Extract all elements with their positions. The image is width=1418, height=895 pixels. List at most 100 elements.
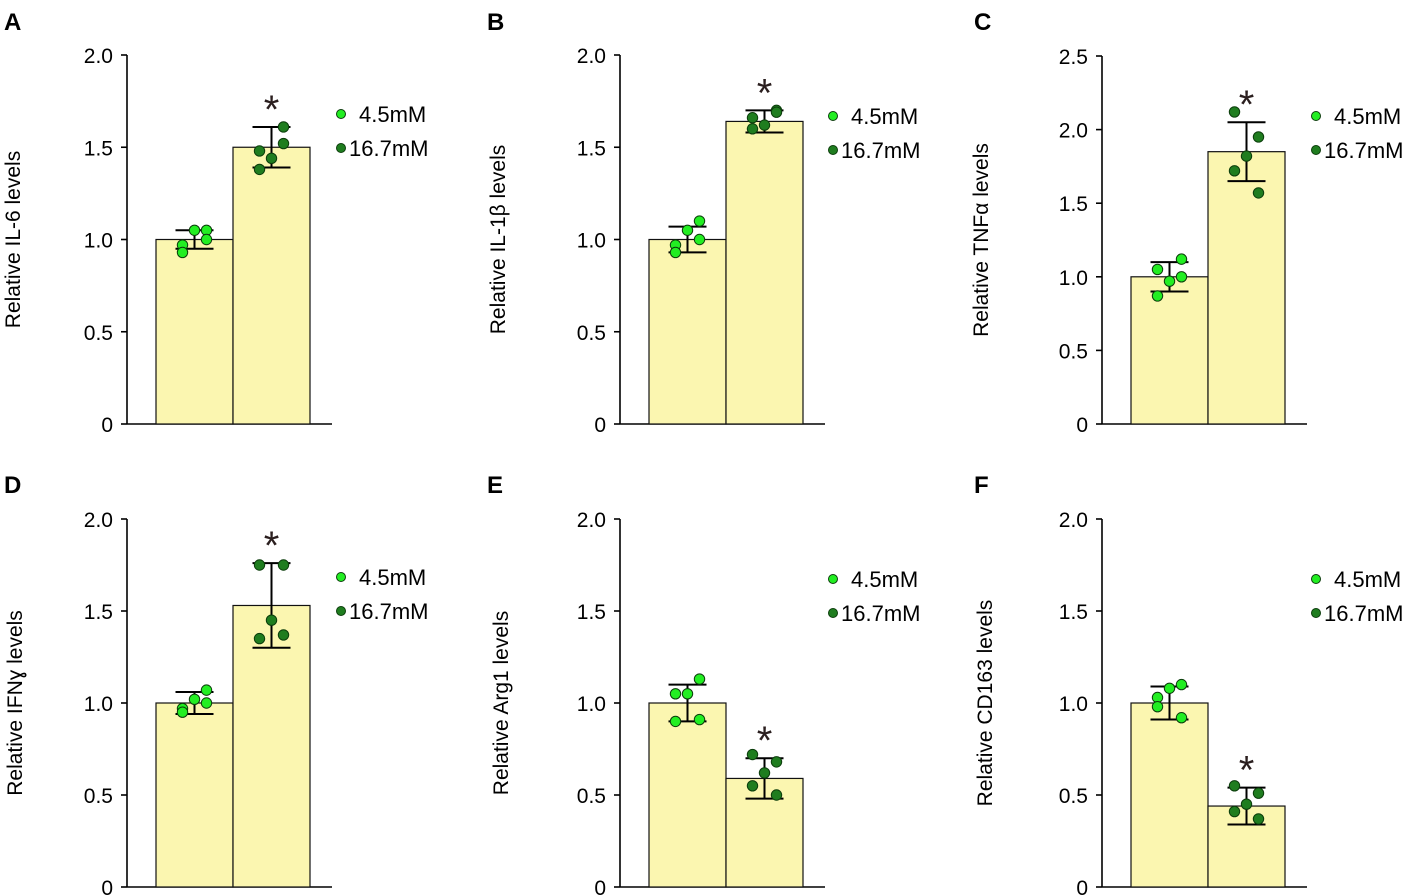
data-point <box>669 688 682 700</box>
y-tick-label: 0.5 <box>577 785 606 808</box>
data-point <box>277 559 290 571</box>
y-axis-label: Relative IL-1β levels <box>487 145 510 335</box>
legend-marker-low <box>1311 574 1321 584</box>
y-tick-label: 0 <box>594 877 606 895</box>
data-point <box>693 233 706 246</box>
y-tick-label: 2.0 <box>1059 120 1088 143</box>
y-axis-label: Relative IL-6 levels <box>2 151 25 328</box>
data-point <box>176 246 189 259</box>
panel-letter: B <box>487 9 504 36</box>
legend-label: 4.5mM <box>1334 104 1401 129</box>
data-point <box>1151 700 1164 713</box>
significance-star: * <box>1239 749 1255 793</box>
data-point <box>1252 131 1265 143</box>
data-point <box>188 693 201 706</box>
data-point <box>1175 678 1188 691</box>
data-point <box>758 119 771 131</box>
y-tick-label: 2.0 <box>577 45 606 68</box>
bar-high-glucose <box>725 120 804 425</box>
significance-star: * <box>1239 83 1255 127</box>
bar-high-glucose <box>1207 151 1286 425</box>
legend-label: 16.7mM <box>349 599 428 624</box>
data-point <box>1228 805 1241 818</box>
data-point <box>1240 798 1253 810</box>
y-tick-label: 2.5 <box>1059 46 1088 69</box>
y-tick-label: 2.0 <box>84 509 113 532</box>
significance-star: * <box>264 524 280 568</box>
panel-f: F 0 0.5 1.0 1.5 2.0 Relative CD163 levels * 4.5m… <box>974 472 1403 895</box>
bar-low-glucose <box>1130 702 1209 888</box>
data-point <box>770 106 783 118</box>
legend-marker-high <box>828 145 838 155</box>
panel-e: E 0 0.5 1.0 1.5 2.0 Relative Arg1 levels * 4.5mM… <box>487 472 920 895</box>
data-point <box>770 789 783 801</box>
legend-marker-low <box>1311 111 1321 121</box>
y-axis-label: Relative CD163 levels <box>974 600 997 807</box>
data-point <box>1175 712 1188 724</box>
panel-letter: F <box>974 472 989 499</box>
data-point <box>277 121 290 133</box>
data-point <box>1228 106 1241 118</box>
data-point <box>669 715 682 728</box>
panel-c: C 0 0.5 1.0 1.5 2.0 2.5 Relative TNFα levels * 4.… <box>970 9 1403 437</box>
legend-marker-low <box>336 109 346 119</box>
y-tick-label: 1.5 <box>577 601 606 624</box>
legend-marker-high <box>336 606 346 616</box>
data-point <box>770 756 783 768</box>
data-point <box>746 748 759 761</box>
y-tick-label: 0.5 <box>1059 785 1088 808</box>
data-point <box>200 684 213 696</box>
data-point <box>758 767 771 779</box>
data-point <box>265 152 278 165</box>
data-point <box>176 706 189 718</box>
legend-marker-low <box>828 111 838 121</box>
legend-label: 16.7mM <box>349 136 428 161</box>
data-point <box>1228 165 1241 177</box>
y-tick-label: 1.5 <box>1059 193 1088 216</box>
data-point <box>1175 253 1188 265</box>
data-point <box>1252 187 1265 199</box>
panel-a: A 0 0.5 1.0 1.5 2.0 Relative IL-6 levels * 4.5mM… <box>2 9 428 437</box>
y-tick-label: 0 <box>1076 877 1088 895</box>
legend-marker-high <box>1311 608 1321 618</box>
data-point <box>277 629 290 641</box>
data-point <box>681 224 694 236</box>
panel-letter: A <box>4 9 21 36</box>
data-point <box>1163 682 1176 694</box>
significance-star: * <box>264 88 280 132</box>
significance-star: * <box>757 719 773 763</box>
data-point <box>1151 263 1164 276</box>
data-point <box>253 559 266 571</box>
y-tick-label: 1.0 <box>1059 693 1088 716</box>
y-tick-label: 1.0 <box>1059 267 1088 290</box>
panel-letter: D <box>4 472 21 499</box>
legend-label: 16.7mM <box>1324 601 1403 626</box>
y-tick-label: 0.5 <box>577 322 606 345</box>
data-point <box>253 145 266 157</box>
panel-letter: E <box>487 472 503 499</box>
y-tick-label: 1.5 <box>1059 601 1088 624</box>
y-tick-label: 0.5 <box>84 322 113 345</box>
data-point <box>188 224 201 236</box>
data-point <box>200 233 213 246</box>
data-point <box>746 123 759 135</box>
data-point <box>1163 275 1176 287</box>
legend-label: 4.5mM <box>1334 567 1401 592</box>
y-tick-label: 0.5 <box>1059 340 1088 363</box>
bar-high-glucose <box>232 604 311 888</box>
panel-letter: C <box>974 9 991 36</box>
y-tick-label: 0 <box>101 877 113 895</box>
legend-label: 4.5mM <box>359 565 426 590</box>
data-point <box>693 713 706 726</box>
y-tick-label: 1.0 <box>84 230 113 253</box>
bar-high-glucose <box>232 146 311 425</box>
y-tick-label: 2.0 <box>84 45 113 68</box>
legend-marker-high <box>336 143 346 153</box>
y-tick-label: 2.0 <box>577 509 606 532</box>
data-point <box>669 246 682 259</box>
data-point <box>1228 780 1241 792</box>
data-point <box>1252 787 1265 799</box>
bar-low-glucose <box>155 702 234 888</box>
legend-marker-low <box>828 574 838 584</box>
y-tick-label: 0 <box>1076 414 1088 437</box>
